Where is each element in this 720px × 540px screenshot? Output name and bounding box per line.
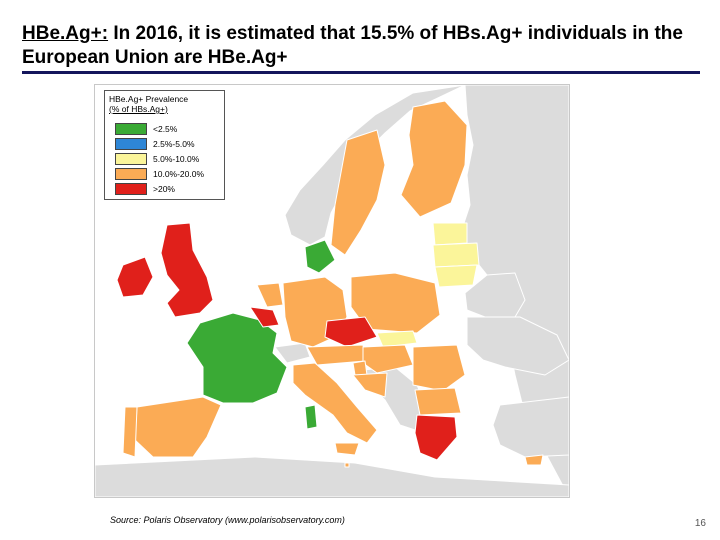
country-hungary [362,344,414,374]
legend-item: <2.5% [115,122,178,135]
country-netherlands [256,282,284,308]
title-keyword: HBe.Ag+: [22,23,109,44]
legend-label: >20% [153,183,175,194]
country-portugal [122,406,138,458]
legend-swatch-yellow [115,152,147,165]
map-legend: HBe.Ag+ Prevalence (% of HBs.Ag+) <2.5% … [104,90,225,200]
legend-swatch-orange [115,167,147,180]
country-poland [350,272,441,334]
country-ukraine [466,316,569,376]
country-croatia [352,372,388,398]
country-cyprus [524,454,544,466]
legend-label: 2.5%-5.0% [153,138,195,149]
slide-title: HBe.Ag+: In 2016, it is estimated that 1… [22,22,702,70]
country-slovenia [352,360,368,376]
page-number: 16 [694,518,706,529]
country-malta [344,462,350,468]
country-czech-republic [324,316,378,348]
legend-title: HBe.Ag+ Prevalence [109,94,189,104]
legend-item: 10.0%-20.0% [115,167,205,180]
country-belgium [249,306,280,328]
country-france [186,312,288,404]
legend-swatch-red [115,182,147,195]
legend-title-block: HBe.Ag+ Prevalence (% of HBs.Ag+) [109,94,223,114]
legend-swatch-green [115,122,147,135]
title-text: In 2016, it is estimated that 15.5% of H… [22,23,683,68]
country-spain [134,396,222,458]
legend-subtitle: (% of HBs.Ag+) [109,104,168,114]
legend-item: 5.0%-10.0% [115,152,200,165]
country-lithuania [434,264,478,288]
country-greece [414,414,458,461]
legend-label: 5.0%-10.0% [153,153,200,164]
country-denmark [304,239,336,274]
country-sicily [334,442,360,456]
country-north-africa [95,456,569,497]
country-ireland [116,256,154,298]
country-switzerland [274,342,311,364]
country-italy [292,362,378,444]
country-sardinia [304,404,318,430]
title-divider [22,71,700,74]
country-turkey [492,396,569,458]
country-bulgaria [414,387,462,416]
country-romania [412,344,466,392]
legend-swatch-blue [115,137,147,150]
country-estonia [432,222,468,246]
country-slovakia [376,330,418,348]
source-note: Source: Polaris Observatory (www.polaris… [110,515,345,525]
country-latvia [432,242,480,268]
country-sweden [330,129,386,256]
legend-item: 2.5%-5.0% [115,137,195,150]
country-united-kingdom [160,222,214,318]
legend-item: >20% [115,182,175,195]
country-finland [400,100,468,218]
legend-label: 10.0%-20.0% [153,168,205,179]
legend-label: <2.5% [153,123,178,134]
